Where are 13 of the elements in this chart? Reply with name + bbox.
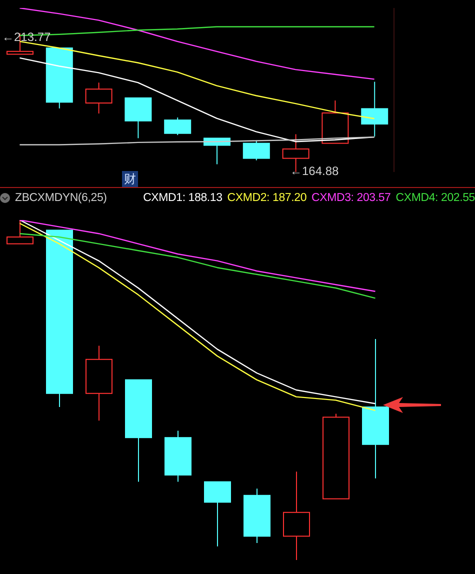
annotation: ←164.88 [290,164,339,178]
text: CXMD3: 203.57 [312,192,391,204]
text: CXMD4: 202.55 [396,192,475,204]
candlestick [85,82,112,114]
candlestick [361,81,388,137]
text: CXMD2: 187.20 [227,192,307,204]
candlestick [244,488,270,544]
candlestick [362,338,389,479]
annotation: 财 [122,171,138,188]
chart-title: ZBCXMDYN(6,25) [15,192,107,204]
candlestick [283,471,310,560]
candlestick [86,345,112,422]
text: CXMD1: 188.13 [143,192,222,204]
